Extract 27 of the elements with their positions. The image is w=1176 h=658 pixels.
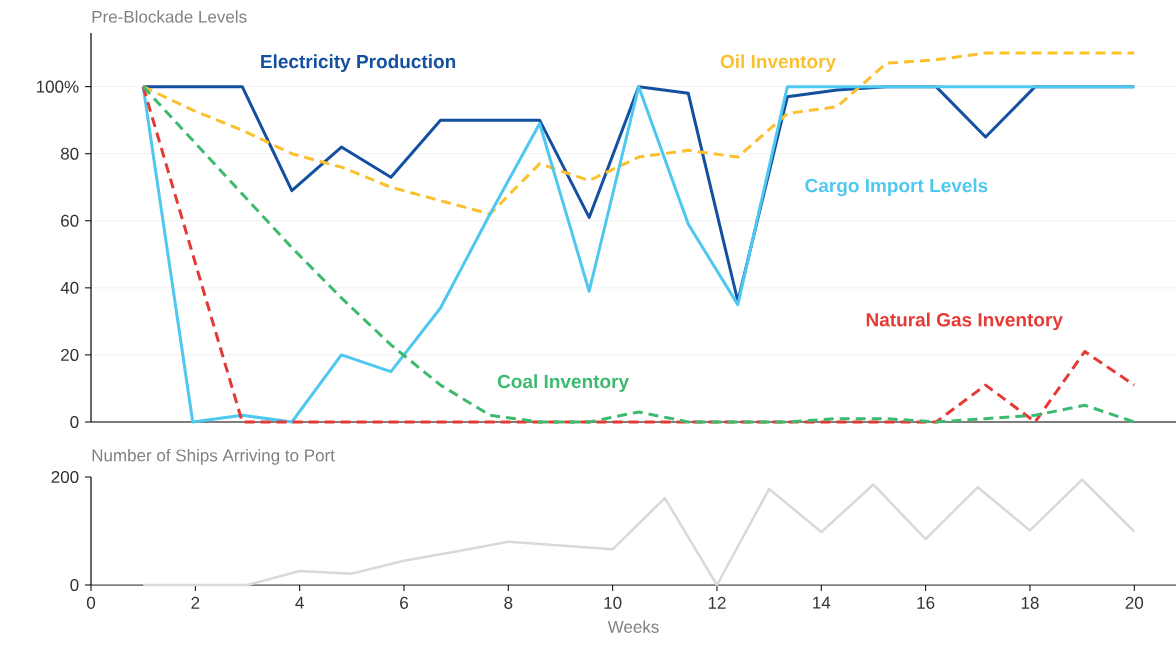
x-tick-label: 12 xyxy=(708,596,726,609)
series-label: Cargo Import Levels xyxy=(805,178,988,197)
y-tick-label: 20 xyxy=(61,348,79,361)
x-tick-label: 14 xyxy=(813,596,831,609)
y-axis-title: Number of Ships Arriving to Port xyxy=(92,448,335,465)
x-tick-label: 20 xyxy=(1125,596,1144,609)
y-tick-label: 60 xyxy=(61,214,79,227)
x-tick-label: 0 xyxy=(86,596,96,609)
x-tick-label: 4 xyxy=(295,596,304,609)
x-axis-title: Weeks xyxy=(607,620,659,633)
y-tick-label: 80 xyxy=(60,147,79,160)
series-label: Oil Inventory xyxy=(720,54,836,73)
x-tick-label: 8 xyxy=(504,596,513,609)
y-axis-title: Pre-Blockade Levels xyxy=(92,10,247,23)
series-label: Electricity Production xyxy=(261,54,456,73)
y-tick-label: 0 xyxy=(70,415,79,429)
y-tick-label: 200 xyxy=(51,470,79,484)
x-tick-label: 16 xyxy=(917,596,935,609)
x-tick-label: 10 xyxy=(604,596,622,609)
x-tick-label: 2 xyxy=(191,596,200,609)
y-tick-label: 100% xyxy=(36,80,79,93)
series-label: Natural Gas Inventory xyxy=(866,312,1063,331)
y-tick-label: 0 xyxy=(70,578,79,592)
series-label: Coal Inventory xyxy=(497,374,629,392)
y-tick-label: 40 xyxy=(60,281,79,294)
x-tick-label: 18 xyxy=(1021,596,1039,609)
x-tick-label: 6 xyxy=(400,596,408,609)
